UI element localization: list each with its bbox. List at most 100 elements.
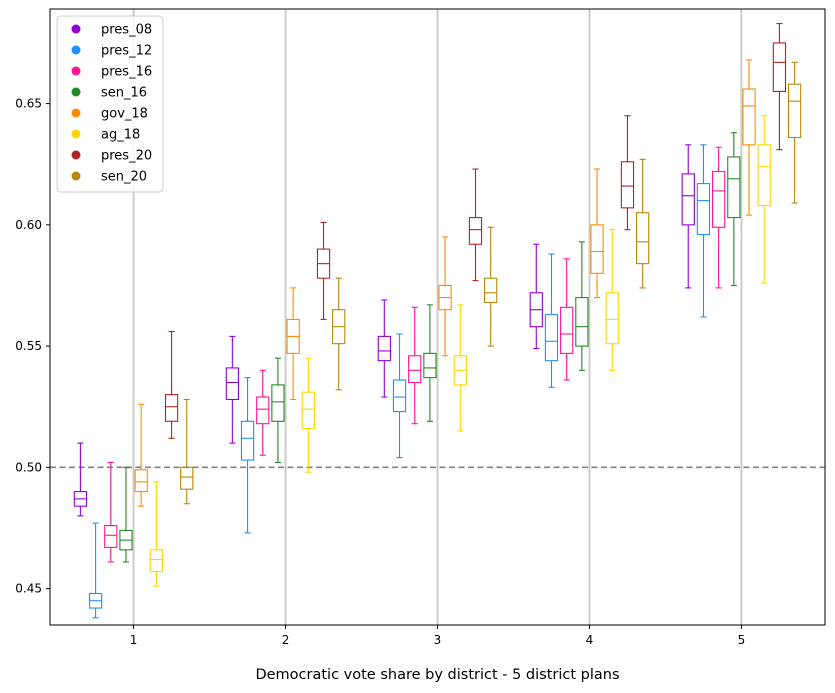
box-iqr [636,212,650,265]
box-iqr [772,42,787,93]
box-sen_16-district-4 [575,241,589,371]
box-pres_12-district-3 [392,333,407,459]
box-pres_16-district-2 [256,369,270,456]
box-ag_18-district-1 [149,481,164,587]
box-pres_16-district-4 [560,258,574,381]
box-iqr [225,367,239,401]
x-axis-label: Democratic vote share by district - 5 di… [255,667,619,683]
box-sen_20-district-1 [180,398,194,505]
box-iqr [590,224,604,274]
box-sen_20-district-3 [484,226,498,347]
box-sen_16-district-3 [423,304,437,422]
box-pres_20-district-1 [164,331,179,439]
box-pres_16-district-5 [711,146,726,289]
box-iqr [408,355,422,384]
box-pres_08-district-5 [681,144,695,289]
y-tick-label: 0.55 [15,339,42,353]
box-pres_12-district-5 [696,144,711,318]
box-iqr [620,161,635,209]
box-iqr [134,469,148,493]
box-gov_18-district-4 [590,168,604,299]
legend-frame [56,15,164,193]
box-iqr [164,394,179,422]
box-pres_12-district-1 [88,522,103,619]
x-tick-label: 3 [434,633,442,647]
box-pres_20-district-2 [316,221,331,320]
box-gov_18-district-3 [438,236,452,357]
box-pres_08-district-3 [377,299,391,398]
box-iqr [271,384,285,422]
box-iqr [484,277,498,303]
box-pres_12-district-2 [240,377,255,534]
legend-label-sen_16: sen_16 [101,86,147,101]
legend-marker-gov_18 [71,108,81,118]
vertical-gridlines [132,9,743,625]
box-sen_16-district-5 [727,132,741,287]
box-gov_18-district-5 [742,59,756,216]
legend-label-pres_16: pres_16 [101,65,152,80]
box-iqr [757,144,771,206]
box-sen_16-district-2 [271,357,285,464]
box-sen_20-district-5 [787,61,802,204]
box-iqr [727,156,741,219]
box-iqr [180,466,194,490]
y-tick-label: 0.50 [15,460,42,474]
legend-marker-pres_16 [71,66,81,76]
legend-marker-sen_16 [71,87,81,97]
box-ag_18-district-5 [757,115,771,284]
legend: pres_08 pres_12 pres_16 sen_16 gov_18 ag_18pr… [56,15,164,193]
box-pres_20-district-3 [468,168,483,282]
box-iqr [240,420,255,461]
box-iqr [696,183,711,236]
box-sen_20-district-2 [332,277,346,391]
legend-label-pres_12: pres_12 [101,44,152,59]
box-iqr [392,379,407,413]
box-iqr [575,297,589,347]
box-pres_08-district-2 [225,335,239,444]
box-iqr [742,88,756,146]
box-iqr [104,525,118,548]
box-pres_08-district-1 [73,442,88,517]
legend-marker-ag_18 [71,129,81,139]
y-tick-label: 0.45 [15,582,42,596]
box-gov_18-district-1 [134,403,148,507]
box-iqr [149,549,164,573]
box-iqr [544,314,559,362]
box-pres_16-district-3 [408,306,422,425]
y-axis-ticks: 0.45 0.50 0.55 0.60 0.65 [15,97,50,596]
box-iqr [787,83,802,139]
box-pres_12-district-4 [544,253,559,388]
legend-marker-pres_12 [71,45,81,55]
box-pres_20-district-4 [620,115,635,231]
box-iqr [560,306,574,354]
x-tick-label: 5 [738,633,746,647]
x-tick-label: 4 [586,633,594,647]
box-iqr [423,352,437,379]
box-sen_16-district-1 [119,466,133,563]
legend-marker-pres_08 [71,24,81,34]
legend-label-sen_20: sen_20 [101,170,147,185]
box-plot-series [73,23,802,619]
legend-label-pres_08: pres_08 [101,23,152,38]
box-iqr [301,391,315,430]
box-iqr [377,335,391,362]
x-axis-ticks: 1 2 3 4 5 [130,625,745,647]
box-pres_08-district-4 [529,243,543,350]
legend-marker-pres_20 [71,150,81,160]
y-tick-label: 0.60 [15,218,42,232]
y-tick-label: 0.65 [15,97,42,111]
x-tick-label: 1 [130,633,138,647]
box-iqr [256,396,270,425]
legend-label-ag_18: ag_18 [101,128,140,143]
box-pres_16-district-1 [104,461,118,563]
box-iqr [468,217,483,245]
box-ag_18-district-3 [453,304,467,432]
legend-label-pres_20: pres_20 [101,149,152,164]
box-ag_18-district-4 [605,229,619,371]
box-pres_20-district-5 [772,23,787,151]
box-iqr [605,292,619,345]
legend-marker-sen_20 [71,171,81,181]
box-iqr [711,170,726,228]
box-ag_18-district-2 [301,357,315,473]
